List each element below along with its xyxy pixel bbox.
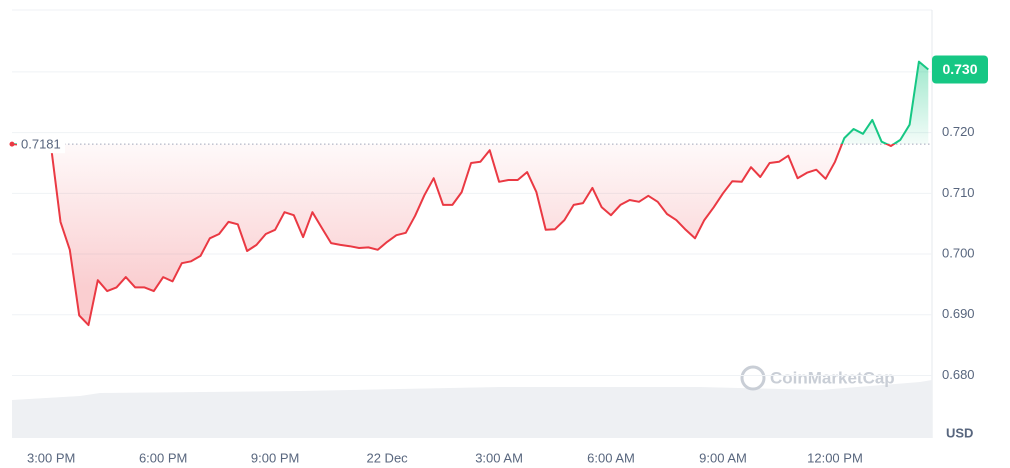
- baseline-label: 0.7181: [21, 137, 61, 152]
- watermark-logo: [740, 365, 766, 391]
- y-tick-label: 0.690: [942, 306, 975, 321]
- x-tick-label: 6:00 AM: [587, 450, 635, 465]
- watermark: CoinMarketCap: [740, 365, 895, 391]
- y-tick-label: 0.710: [942, 185, 975, 200]
- x-tick-label: 9:00 AM: [699, 450, 747, 465]
- y-tick-label: 0.700: [942, 245, 975, 260]
- baseline-label-bg: [17, 135, 65, 154]
- volume-area: [12, 380, 932, 438]
- currency-label: USD: [946, 425, 973, 440]
- area: [13, 61, 929, 326]
- y-tick-label: 0.680: [942, 367, 975, 382]
- watermark-text: CoinMarketCap: [770, 368, 895, 387]
- price-badge: [932, 55, 988, 84]
- price-badge-label: 0.730: [942, 61, 977, 77]
- x-tick-label: 9:00 PM: [251, 450, 299, 465]
- y-tick-label: 0.720: [942, 124, 975, 139]
- x-tick-label: 6:00 PM: [139, 450, 187, 465]
- x-tick-label: 12:00 PM: [807, 450, 863, 465]
- price-line: [13, 60, 929, 327]
- x-tick-label: 3:00 AM: [475, 450, 523, 465]
- x-tick-label: 22 Dec: [366, 450, 408, 465]
- x-tick-label: 3:00 PM: [27, 450, 75, 465]
- baseline-dot: [9, 141, 15, 147]
